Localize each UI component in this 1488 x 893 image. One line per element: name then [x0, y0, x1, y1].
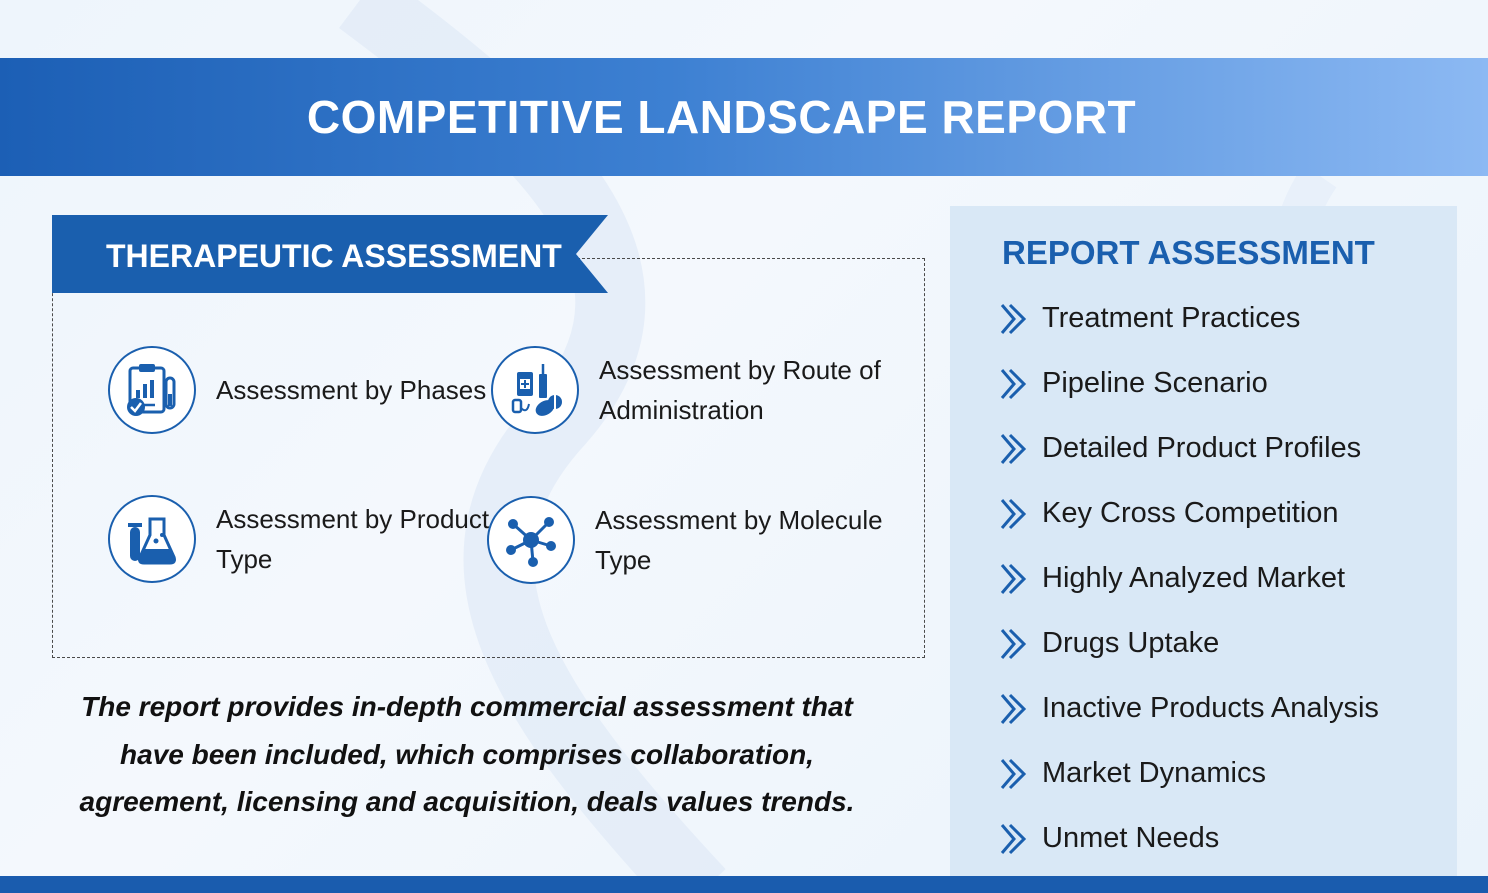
list-item-label: Market Dynamics [1042, 757, 1266, 789]
medication-route-icon [491, 346, 579, 434]
assessment-product-type-label: Assessment by Product Type [216, 504, 490, 574]
list-item: Pipeline Scenario [1000, 351, 1379, 416]
chevron-right-icon [1000, 303, 1027, 334]
therapeutic-assessment-ribbon: THERAPEUTIC ASSESSMENT [52, 215, 608, 293]
list-item-label: Pipeline Scenario [1042, 367, 1268, 399]
chevron-right-icon [1000, 628, 1027, 659]
list-item: Inactive Products Analysis [1000, 676, 1379, 741]
list-item-label: Highly Analyzed Market [1042, 562, 1346, 594]
list-item-label: Inactive Products Analysis [1042, 692, 1379, 724]
summary-text: The report provides in-depth commercial … [79, 691, 855, 817]
list-item-label: Drugs Uptake [1042, 627, 1220, 659]
list-item: Treatment Practices [1000, 286, 1379, 351]
list-item-label: Key Cross Competition [1042, 497, 1339, 529]
therapeutic-assessment-title: THERAPEUTIC ASSESSMENT [106, 238, 562, 274]
report-assessment-panel: REPORT ASSESSMENT Treatment Practices Pi… [950, 206, 1457, 893]
assessment-route: Assessment by Route of Administration [491, 346, 899, 434]
chevron-right-icon [1000, 368, 1027, 399]
list-item: Key Cross Competition [1000, 481, 1379, 546]
flask-icon [108, 495, 196, 583]
list-item-label: Treatment Practices [1042, 302, 1301, 334]
chevron-right-icon [1000, 758, 1027, 789]
assessment-molecule-type: Assessment by Molecule Type [487, 496, 895, 584]
report-assessment-list: Treatment Practices Pipeline Scenario De… [1000, 286, 1379, 871]
therapeutic-assessment-box [52, 258, 925, 658]
assessment-product-type: Assessment by Product Type [108, 495, 516, 583]
list-item: Highly Analyzed Market [1000, 546, 1379, 611]
list-item: Unmet Needs [1000, 806, 1379, 871]
chevron-right-icon [1000, 693, 1027, 724]
chevron-right-icon [1000, 563, 1027, 594]
molecule-icon [487, 496, 575, 584]
chevron-right-icon [1000, 433, 1027, 464]
list-item-label: Unmet Needs [1042, 822, 1220, 854]
list-item-label: Detailed Product Profiles [1042, 432, 1362, 464]
list-item: Drugs Uptake [1000, 611, 1379, 676]
chevron-right-icon [1000, 823, 1027, 854]
list-item: Market Dynamics [1000, 741, 1379, 806]
assessment-phases-label: Assessment by Phases [216, 375, 487, 405]
header-banner: COMPETITIVE LANDSCAPE REPORT [0, 58, 1488, 176]
assessment-route-label: Assessment by Route of Administration [599, 355, 881, 425]
report-assessment-title: REPORT ASSESSMENT [1002, 234, 1375, 271]
chevron-right-icon [1000, 498, 1027, 529]
list-item: Detailed Product Profiles [1000, 416, 1379, 481]
assessment-phases: Assessment by Phases [108, 346, 516, 434]
footer-bar [0, 876, 1488, 893]
assessment-molecule-type-label: Assessment by Molecule Type [595, 505, 883, 575]
page-title: COMPETITIVE LANDSCAPE REPORT [306, 91, 1137, 143]
clipboard-chart-icon [108, 346, 196, 434]
